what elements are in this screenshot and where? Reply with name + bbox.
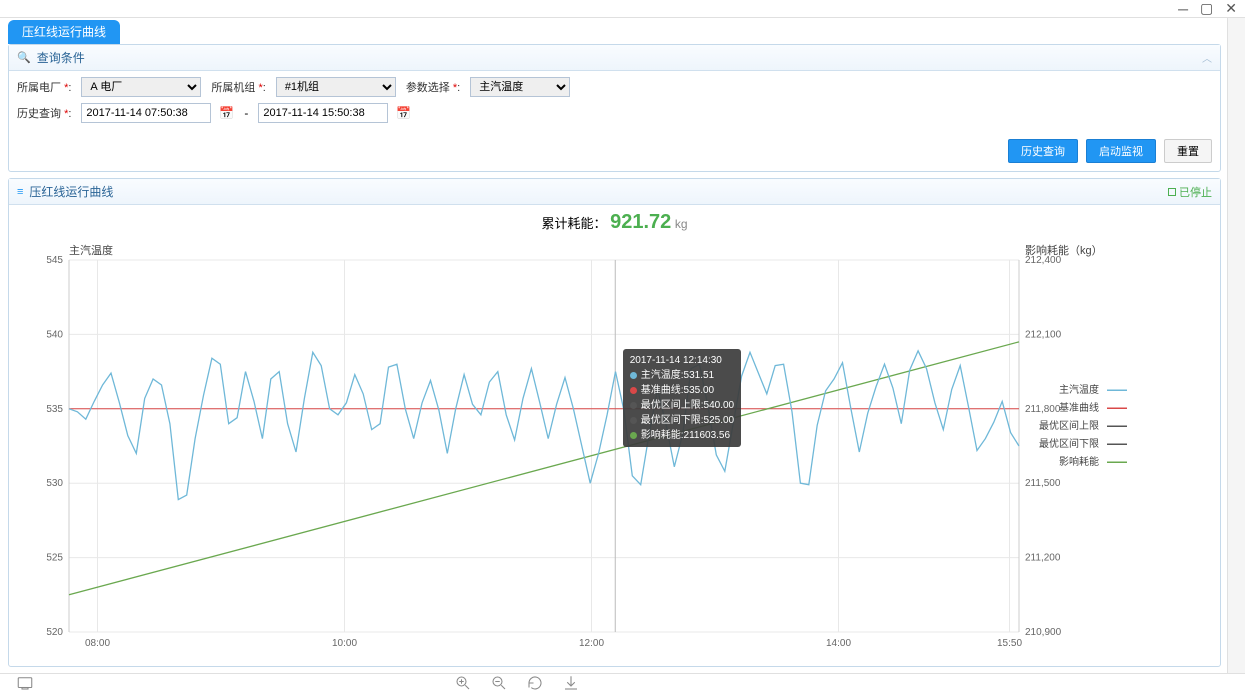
status-badge: 已停止 [1168, 184, 1212, 200]
svg-text:535: 535 [46, 404, 63, 415]
svg-text:15:50: 15:50 [997, 638, 1022, 649]
zoom-in-icon[interactable] [454, 674, 472, 697]
svg-text:211,800: 211,800 [1025, 404, 1061, 415]
svg-text:210,900: 210,900 [1025, 627, 1062, 638]
screenshot-icon[interactable] [16, 674, 34, 697]
svg-text:最优区间下限: 最优区间下限 [1039, 437, 1099, 450]
stop-icon [1168, 188, 1176, 196]
total-line: 累计耗能： 921.72 kg [9, 205, 1220, 240]
plant-select[interactable]: A 电厂 [81, 77, 201, 97]
chart-panel: ≡ 压红线运行曲线 已停止 累计耗能： 921.72 kg 5205255305… [8, 178, 1221, 667]
svg-text:212,100: 212,100 [1025, 329, 1062, 340]
tab-strip: 压红线运行曲线 [8, 20, 1221, 44]
reset-button[interactable]: 重置 [1164, 139, 1212, 163]
search-panel: 🔍 查询条件 ︿ 所属电厂 *: A 电厂 所属机组 *: #1机组 参数选择 … [8, 44, 1221, 172]
unit-select[interactable]: #1机组 [276, 77, 396, 97]
svg-text:影响耗能（kg）: 影响耗能（kg） [1025, 243, 1103, 257]
svg-text:14:00: 14:00 [826, 638, 851, 649]
svg-text:主汽温度: 主汽温度 [1059, 383, 1099, 396]
collapse-icon[interactable]: ︿ [1202, 50, 1212, 65]
chart-panel-title: 压红线运行曲线 [29, 183, 113, 200]
search-panel-title: 查询条件 [37, 49, 85, 66]
svg-text:基准曲线: 基准曲线 [1059, 401, 1099, 414]
svg-text:10:00: 10:00 [332, 638, 357, 649]
svg-text:530: 530 [46, 478, 63, 489]
param-select[interactable]: 主汽温度 [470, 77, 570, 97]
zoom-out-icon[interactable] [490, 674, 508, 697]
svg-text:520: 520 [46, 627, 63, 638]
chart[interactable]: 520 525 530 535 540 545 210,900 211,200 211,500 2… [19, 240, 1199, 660]
download-icon[interactable] [562, 674, 580, 697]
svg-text:211,500: 211,500 [1025, 478, 1061, 489]
close-button[interactable]: ✕ [1225, 0, 1237, 17]
svg-text:12:00: 12:00 [579, 638, 604, 649]
svg-text:最优区间上限: 最优区间上限 [1039, 419, 1099, 432]
calendar-icon[interactable]: 📅 [219, 106, 234, 120]
refresh-icon[interactable] [526, 674, 544, 697]
svg-text:545: 545 [46, 255, 63, 266]
bottom-toolbar [0, 673, 1245, 697]
chart-area: 520 525 530 535 540 545 210,900 211,200 211,500 2… [9, 240, 1220, 666]
svg-text:211,200: 211,200 [1025, 553, 1061, 564]
calendar-icon[interactable]: 📅 [396, 106, 411, 120]
chart-tooltip: 2017-11-14 12:14:30主汽温度:531.51基准曲线:535.0… [623, 349, 741, 447]
svg-text:525: 525 [46, 553, 63, 564]
vertical-scrollbar[interactable] [1227, 18, 1245, 673]
start-monitor-button[interactable]: 启动监视 [1086, 139, 1156, 163]
unit-label: 所属机组 *: [211, 79, 265, 95]
svg-text:540: 540 [46, 329, 63, 340]
titlebar: ─ ▢ ✕ [0, 0, 1245, 18]
maximize-button[interactable]: ▢ [1200, 0, 1213, 17]
param-label: 参数选择 *: [406, 79, 460, 95]
history-query-button[interactable]: 历史查询 [1008, 139, 1078, 163]
svg-text:08:00: 08:00 [85, 638, 110, 649]
search-icon: 🔍 [17, 51, 31, 64]
tab-curve[interactable]: 压红线运行曲线 [8, 20, 120, 44]
minimize-button[interactable]: ─ [1178, 1, 1188, 17]
svg-text:影响耗能: 影响耗能 [1059, 455, 1099, 468]
date-separator: - [244, 106, 248, 120]
start-time-input[interactable] [81, 103, 211, 123]
hist-label: 历史查询 *: [17, 105, 71, 121]
list-icon: ≡ [17, 186, 23, 198]
plant-label: 所属电厂 *: [17, 79, 71, 95]
svg-text:主汽温度: 主汽温度 [69, 243, 113, 257]
end-time-input[interactable] [258, 103, 388, 123]
